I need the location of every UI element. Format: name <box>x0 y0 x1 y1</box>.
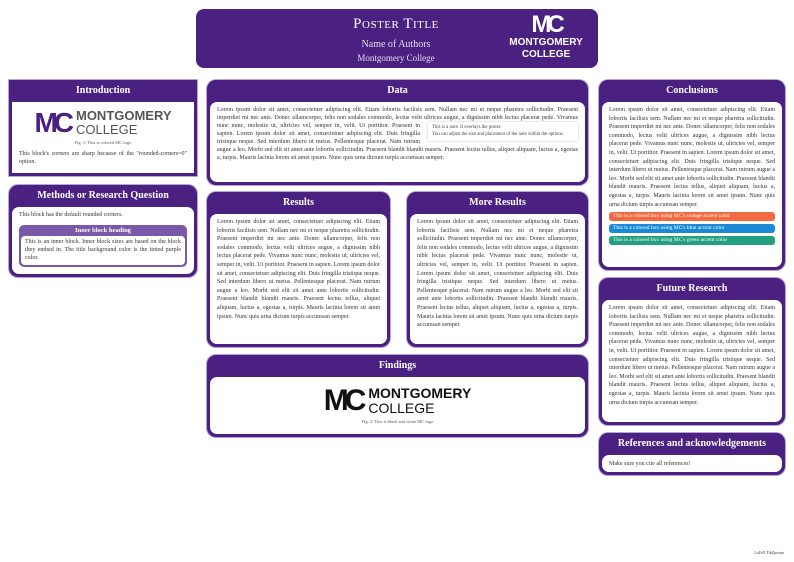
block-text: Lorem ipsum dolor sit amet, consectetuer… <box>609 107 775 208</box>
note-line-1: This is a note. It overlays the poster. <box>432 125 502 130</box>
block-title: References and acknowledgements <box>617 438 767 449</box>
blue-color-box: This is a colored box using MC's blue ac… <box>609 224 775 234</box>
block-title: Methods or Research Question <box>37 190 169 201</box>
mc-logo-colored: MC MONTGOMERY COLLEGE <box>34 107 172 138</box>
figure-caption: Fig. 1: This is colored MC logo <box>74 140 132 145</box>
block-title: Findings <box>378 360 417 371</box>
logo-line2: COLLEGE <box>521 49 571 60</box>
block-title: Introduction <box>75 85 131 96</box>
block-title: Data <box>387 85 408 96</box>
introduction-block: Introduction MC MONTGOMERY COLLEGE Fig. 1… <box>9 80 197 176</box>
inner-block-text: This is an inner block. Inner block size… <box>21 235 185 265</box>
mc-logo-white: MC MONTGOMERY COLLEGE <box>496 11 596 61</box>
data-block: Data This is a note. It overlays the pos… <box>207 80 588 185</box>
block-text: Lorem ipsum dolor sit amet, consectetuer… <box>410 214 585 344</box>
logo-mark: MC <box>531 11 564 38</box>
poster-authors: Name of Authors <box>361 39 431 50</box>
inner-block: Inner block heading This is an inner blo… <box>19 224 187 267</box>
note-line-2: You can adjust the size and placement of… <box>432 131 564 137</box>
conclusions-block: Conclusions Lorem ipsum dolor sit amet, … <box>599 80 785 270</box>
findings-block: Findings MC MONTGOMERY COLLEGE Fig. 2: Th… <box>207 355 588 437</box>
block-title: More Results <box>469 197 526 208</box>
block-title: Future Research <box>656 283 728 294</box>
block-text: Lorem ipsum dolor sit amet, consectetuer… <box>210 214 387 344</box>
footer-credit: LaTeX TikZposter <box>754 550 784 555</box>
note-overlay: This is a note. It overlays the poster. … <box>428 122 578 141</box>
block-text: Lorem ipsum dolor sit amet, consectetuer… <box>217 107 578 161</box>
poster-title: Poster Title <box>353 16 439 32</box>
green-color-box: This is a colored box using MC's green a… <box>609 236 775 246</box>
references-block: References and acknowledgements Make sur… <box>599 433 785 475</box>
block-title: Results <box>282 197 315 208</box>
more-results-block: More Results Lorem ipsum dolor sit amet,… <box>407 192 588 347</box>
block-text: Lorem ipsum dolor sit amet, consectetuer… <box>602 300 782 422</box>
poster-institution: Montgomery College <box>357 53 435 63</box>
block-text: This block has the default rounded corne… <box>19 212 123 218</box>
orange-color-box: This is a colored box using MC's orange … <box>609 212 775 222</box>
figure-caption: Fig. 2: This is black and white MC logo <box>361 419 434 424</box>
logo-line1: MONTGOMERY <box>509 37 583 48</box>
block-title: Conclusions <box>666 85 718 96</box>
mc-logo-black: MC MONTGOMERY COLLEGE <box>323 384 472 417</box>
block-text: This block's corners are sharp because o… <box>19 150 187 166</box>
methods-block: Methods or Research Question This block … <box>9 185 197 277</box>
results-block: Results Lorem ipsum dolor sit amet, cons… <box>207 192 390 347</box>
poster-title-block: Poster Title Name of Authors Montgomery … <box>196 9 598 68</box>
inner-block-title: Inner block heading <box>75 226 131 234</box>
future-research-block: Future Research Lorem ipsum dolor sit am… <box>599 278 785 425</box>
block-text: Make sure you cite all references! <box>602 455 782 472</box>
